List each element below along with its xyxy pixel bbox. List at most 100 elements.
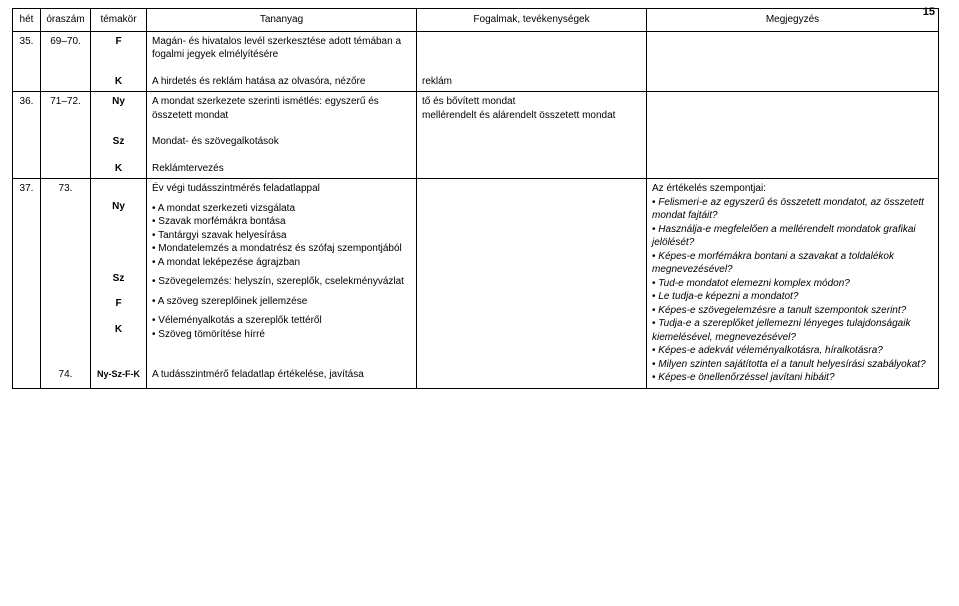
tema-k: K (96, 323, 141, 337)
meg-list: Felismeri-e az egyszerű és összetett mon… (652, 196, 933, 385)
cell-tema: K (91, 65, 147, 92)
italic-text: Felismeri-e az egyszerű és összetett mon… (652, 197, 924, 222)
table-row: K A hirdetés és reklám hatása az olvasór… (13, 65, 939, 92)
cell-empty (647, 92, 939, 126)
cell-empty (647, 152, 939, 179)
list-item: Tud-e mondatot elemezni komplex módon? (652, 277, 933, 291)
list-item: Használja-e megfelelően a mellérendelt m… (652, 223, 933, 250)
cell-empty (647, 125, 939, 152)
cell-het: 35. (13, 31, 41, 65)
text-line: mellérendelt és alárendelt összetett mon… (422, 110, 615, 121)
list-item: Képes-e adekvát véleményalkotásra, híral… (652, 344, 933, 358)
list-item: Felismeri-e az egyszerű és összetett mon… (652, 196, 933, 223)
italic-text: Képes-e szövegelemzésre a tanult szempon… (658, 305, 906, 316)
col-header-fogalmak: Fogalmak, tevékenységek (417, 9, 647, 32)
list-item: Képes-e morfémákra bontani a szavakat a … (652, 250, 933, 277)
cell-fogalmak (417, 31, 647, 65)
cell-fogalmak (417, 179, 647, 366)
table-row: Sz Mondat- és szövegalkotások (13, 125, 939, 152)
cell-tema: Ny (91, 92, 147, 126)
list-item: A mondat leképezése ágrajzban (152, 256, 411, 270)
list-item: Szöveg tömörítése hírré (152, 328, 411, 342)
cell-fogalmak: tő és bővített mondat mellérendelt és al… (417, 92, 647, 126)
cell-tananyag: Reklámtervezés (147, 152, 417, 179)
list-item: Képes-e önellenőrzéssel javítani hibáit? (652, 371, 933, 385)
cell-megjegyzes-big: Az értékelés szempontjai: Felismeri-e az… (647, 179, 939, 389)
cell-empty (417, 152, 647, 179)
cell-empty (41, 65, 91, 92)
text-line: összetett mondat (152, 110, 228, 121)
cell-empty (417, 365, 647, 388)
cell-tema: K (91, 152, 147, 179)
italic-text: Képes-e morfémákra bontani a szavakat a … (652, 251, 894, 276)
list-item: Tudja-e a szereplőket jellemezni lényege… (652, 317, 933, 344)
cell-tema: Ny-Sz-F-K (91, 365, 147, 388)
curriculum-table: hét óraszám témakör Tananyag Fogalmak, t… (12, 8, 939, 389)
table-row: K Reklámtervezés (13, 152, 939, 179)
cell-empty (41, 125, 91, 152)
cell-empty (417, 125, 647, 152)
list-item: Szavak morfémákra bontása (152, 215, 411, 229)
list-item: Véleményalkotás a szereplők tettéről (152, 314, 411, 328)
cell-tema: F (91, 31, 147, 65)
list-item: Milyen szinten sajátította el a tanult h… (652, 358, 933, 372)
col-header-het: hét (13, 9, 41, 32)
col-header-megjegyzes: Megjegyzés (647, 9, 939, 32)
text-line: A mondat szerkezete szerinti ismétlés: e… (152, 96, 379, 107)
cell-het: 37. (13, 179, 41, 366)
italic-text: Tud-e mondatot elemezni komplex módon? (658, 278, 850, 289)
list-item: A szöveg szereplőinek jellemzése (152, 295, 411, 309)
col-header-oraszam: óraszám (41, 9, 91, 32)
cell-tananyag: A mondat szerkezete szerinti ismétlés: e… (147, 92, 417, 126)
cell-ora: 71–72. (41, 92, 91, 126)
cell-empty (13, 125, 41, 152)
italic-text: Tudja-e a szereplőket jellemezni lényege… (652, 318, 910, 343)
list-item: Mondatelemzés a mondatrész és szófaj sze… (152, 242, 411, 256)
list-item: Le tudja-e képezni a mondatot? (652, 290, 933, 304)
cell-ora: 73. (41, 179, 91, 366)
italic-text: Le tudja-e képezni a mondatot? (658, 291, 798, 302)
text-line: tő és bővített mondat (422, 96, 515, 107)
cell-empty (13, 152, 41, 179)
list-item: Tantárgyi szavak helyesírása (152, 229, 411, 243)
table-row: 37. 73. Ny Sz F K Év végi tudásszintméré… (13, 179, 939, 366)
cell-empty (13, 65, 41, 92)
sz-list: Szövegelemzés: helyszín, szereplők, csel… (152, 275, 411, 289)
cell-tananyag: A tudásszintmérő feladatlap értékelése, … (147, 365, 417, 388)
cell-tananyag: Magán- és hivatalos levél szerkesztése a… (147, 31, 417, 65)
cell-fogalmak: reklám (417, 65, 647, 92)
cell-tema-multi: Ny Sz F K (91, 179, 147, 366)
text-line: fogalmi jegyek elmélyítésére (152, 49, 278, 60)
cell-empty (41, 152, 91, 179)
italic-text: Használja-e megfelelően a mellérendelt m… (652, 224, 916, 249)
ny-list: A mondat szerkezeti vizsgálata Szavak mo… (152, 202, 411, 270)
italic-text: Képes-e adekvát véleményalkotásra, híral… (658, 345, 883, 356)
meg-title: Az értékelés szempontjai: (652, 182, 933, 196)
cell-ora: 69–70. (41, 31, 91, 65)
cell-het: 36. (13, 92, 41, 126)
cell-tema: Sz (91, 125, 147, 152)
f-list: A szöveg szereplőinek jellemzése (152, 295, 411, 309)
tema-f: F (96, 297, 141, 311)
text-line: Magán- és hivatalos levél szerkesztése a… (152, 36, 401, 47)
cell-megjegyzes (647, 31, 939, 65)
cell-empty (647, 65, 939, 92)
section-title: Év végi tudásszintmérés feladatlappal (152, 182, 411, 196)
tema-ny: Ny (96, 200, 141, 214)
cell-tananyag-big: Év végi tudásszintmérés feladatlappal A … (147, 179, 417, 366)
list-item: A mondat szerkezeti vizsgálata (152, 202, 411, 216)
col-header-temakor: témakör (91, 9, 147, 32)
table-row: 36. 71–72. Ny A mondat szerkezete szerin… (13, 92, 939, 126)
page-root: 15 hét óraszám témakör Tananyag Fogalmak… (0, 0, 959, 606)
italic-text: Milyen szinten sajátította el a tanult h… (658, 359, 925, 370)
tema-sz: Sz (96, 272, 141, 286)
cell-empty (13, 365, 41, 388)
table-row: 35. 69–70. F Magán- és hivatalos levél s… (13, 31, 939, 65)
page-number: 15 (923, 6, 935, 18)
list-item: Szövegelemzés: helyszín, szereplők, csel… (152, 275, 411, 289)
cell-tananyag: A hirdetés és reklám hatása az olvasóra,… (147, 65, 417, 92)
cell-ora: 74. (41, 365, 91, 388)
list-item: Képes-e szövegelemzésre a tanult szempon… (652, 304, 933, 318)
italic-text: Képes-e önellenőrzéssel javítani hibáit? (658, 372, 834, 383)
table-header-row: hét óraszám témakör Tananyag Fogalmak, t… (13, 9, 939, 32)
